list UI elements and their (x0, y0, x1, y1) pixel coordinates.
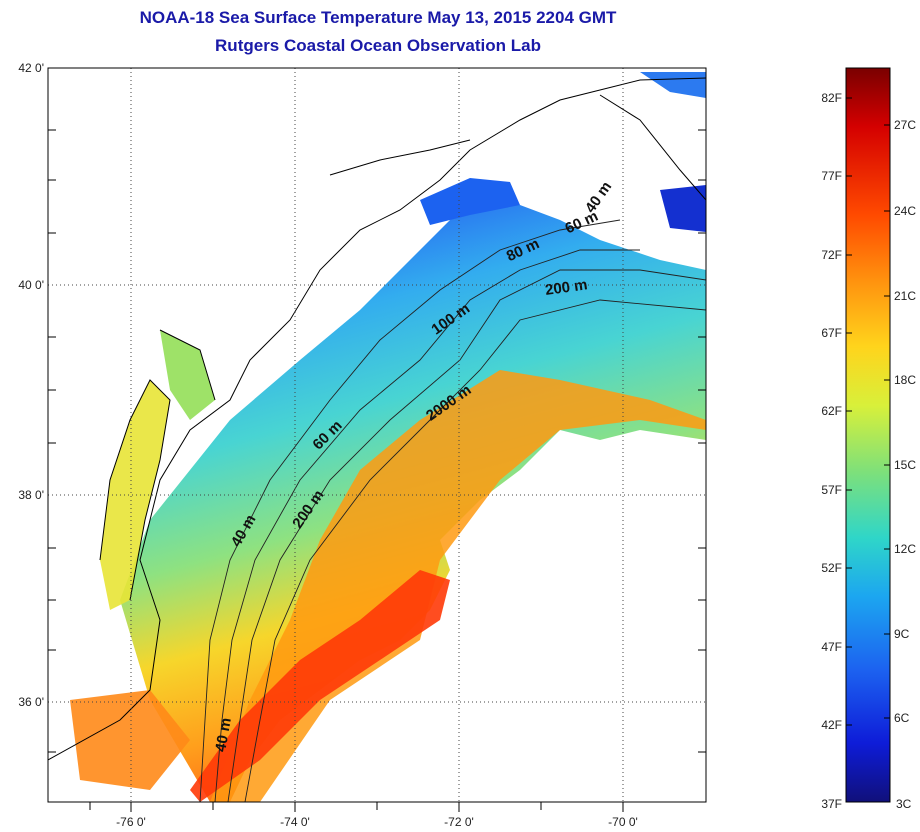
celsius-label: 18C (894, 373, 916, 387)
lon-label: -70 0' (608, 815, 638, 829)
celsius-label: 6C (894, 711, 910, 725)
lon-label: -76 0' (116, 815, 146, 829)
fahrenheit-label: 82F (821, 91, 842, 105)
fahrenheit-label: 72F (821, 248, 842, 262)
colorbar: 82F 77F 72F 67F 62F 57F 52F 47F 42F 37F … (821, 67, 916, 811)
lat-label: 38 0' (18, 488, 44, 502)
frame-ticks (48, 129, 706, 812)
lat-label: 42 0' (18, 61, 44, 75)
sst-chesapeake (100, 380, 170, 610)
fahrenheit-label: 37F (821, 797, 842, 811)
celsius-label: 3C (896, 797, 912, 811)
fahrenheit-label: 57F (821, 483, 842, 497)
colorbar-fahrenheit-labels: 82F 77F 72F 67F 62F 57F 52F 47F 42F 37F (821, 91, 842, 811)
map-title: NOAA-18 Sea Surface Temperature May 13, … (139, 8, 617, 27)
gridlines (48, 68, 706, 802)
bathymetry-contours (199, 219, 706, 802)
celsius-label: 21C (894, 289, 916, 303)
sst-gulf-stream (210, 370, 706, 802)
colorbar-celsius-labels: 27C 24C 21C 18C 15C 12C 9C 6C 3C (894, 118, 916, 811)
colorbar-ticks (846, 97, 890, 726)
sst-pamlico-sound (70, 690, 190, 790)
contour-label: 200 m (544, 276, 588, 299)
lat-label: 36 0' (18, 695, 44, 709)
celsius-label: 12C (894, 542, 916, 556)
celsius-label: 27C (894, 118, 916, 132)
celsius-label: 15C (894, 458, 916, 472)
latitude-labels: 42 0' 40 0' 38 0' 36 0' (18, 61, 44, 709)
contour-label: 40 m (212, 717, 235, 754)
colorbar-gradient (845, 67, 891, 803)
sst-hot-band (190, 570, 450, 802)
coastlines (48, 77, 706, 761)
fahrenheit-label: 62F (821, 404, 842, 418)
fahrenheit-label: 42F (821, 718, 842, 732)
sst-delaware-bay (160, 330, 215, 420)
fahrenheit-label: 67F (821, 326, 842, 340)
sst-cold-patch-east (660, 185, 706, 232)
fahrenheit-label: 47F (821, 640, 842, 654)
map-subtitle: Rutgers Coastal Ocean Observation Lab (215, 36, 541, 55)
celsius-label: 24C (894, 204, 916, 218)
celsius-label: 9C (894, 627, 910, 641)
lon-label: -74 0' (280, 815, 310, 829)
fahrenheit-label: 77F (821, 169, 842, 183)
longitude-labels: -76 0' -74 0' -72 0' -70 0' (116, 815, 638, 829)
sst-cold-patch (420, 178, 520, 225)
fahrenheit-label: 52F (821, 561, 842, 575)
lat-label: 40 0' (18, 278, 44, 292)
lon-label: -72 0' (444, 815, 474, 829)
